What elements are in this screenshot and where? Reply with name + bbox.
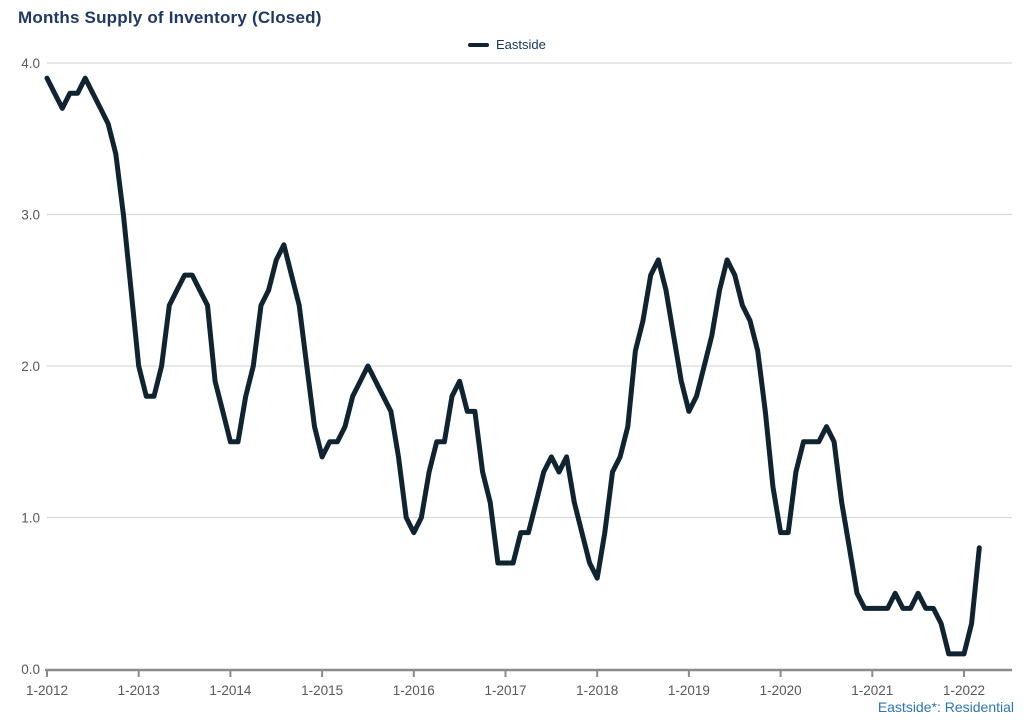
x-tick-label: 1-2017 bbox=[484, 683, 526, 698]
chart-footnote: Eastside*: Residential bbox=[877, 699, 1014, 715]
y-tick-label: 1.0 bbox=[21, 511, 40, 526]
eastside-line-series bbox=[44, 75, 982, 657]
x-tick-label: 1-2012 bbox=[26, 683, 68, 698]
x-tick-label: 1-2019 bbox=[668, 683, 710, 698]
x-tick-label: 1-2021 bbox=[851, 683, 893, 698]
x-tick-label: 1-2022 bbox=[943, 683, 985, 698]
x-tick-label: 1-2014 bbox=[209, 683, 252, 698]
y-tick-label: 3.0 bbox=[21, 208, 40, 223]
legend-line-swatch-icon bbox=[468, 42, 489, 47]
x-tick-label: 1-2016 bbox=[393, 683, 435, 698]
legend-label: Eastside bbox=[496, 37, 546, 52]
legend: Eastside bbox=[468, 37, 546, 52]
x-tick-label: 1-2018 bbox=[576, 683, 618, 698]
x-tick-label: 1-2020 bbox=[760, 683, 802, 698]
y-tick-label: 4.0 bbox=[21, 56, 40, 71]
chart-title: Months Supply of Inventory (Closed) bbox=[18, 8, 322, 27]
x-tick-label: 1-2013 bbox=[118, 683, 160, 698]
y-tick-label: 0.0 bbox=[21, 662, 40, 677]
x-tick-label: 1-2015 bbox=[301, 683, 343, 698]
y-tick-label: 2.0 bbox=[21, 359, 40, 374]
